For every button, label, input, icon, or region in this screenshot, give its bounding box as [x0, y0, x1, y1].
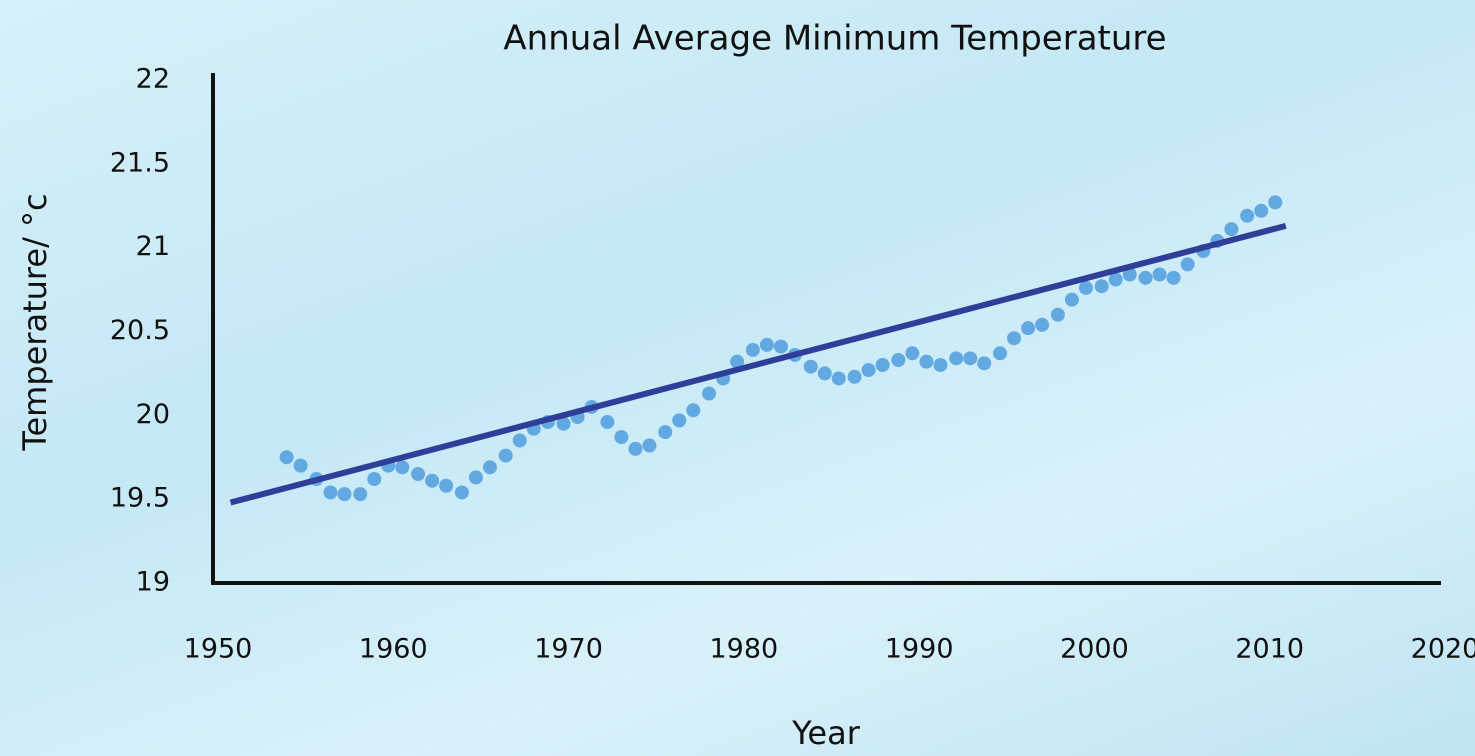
y-tick-label: 19 — [136, 567, 170, 598]
data-point — [702, 387, 716, 401]
data-point — [746, 343, 760, 357]
x-tick-label: 1990 — [885, 634, 954, 665]
data-point — [1095, 279, 1109, 293]
data-point — [323, 485, 337, 499]
data-point — [804, 360, 818, 374]
chart-title: Annual Average Minimum Temperature — [503, 19, 1166, 59]
x-tick-label: 1970 — [534, 634, 603, 665]
data-point — [1051, 308, 1065, 322]
data-point — [642, 439, 656, 453]
data-point — [862, 363, 876, 377]
data-point — [513, 433, 527, 447]
y-axis-label: Temperature/ °c — [16, 193, 54, 451]
data-point — [499, 449, 513, 463]
data-point — [614, 430, 628, 444]
data-point — [891, 353, 905, 367]
data-point — [1167, 271, 1181, 285]
data-point — [483, 460, 497, 474]
data-point — [1181, 257, 1195, 271]
data-point — [1139, 271, 1153, 285]
data-point — [455, 485, 469, 499]
y-tick-label: 22 — [136, 64, 170, 95]
data-point — [876, 358, 890, 372]
data-point — [469, 470, 483, 484]
data-point — [963, 351, 977, 365]
data-point — [411, 467, 425, 481]
data-point — [1224, 222, 1238, 236]
data-point — [280, 450, 294, 464]
data-point — [818, 366, 832, 380]
trend-line — [231, 226, 1286, 503]
x-tick-label: 1950 — [184, 634, 253, 665]
data-point — [1240, 209, 1254, 223]
data-point — [1007, 331, 1021, 345]
data-point — [1268, 195, 1282, 209]
data-point — [949, 351, 963, 365]
y-tick-label: 20 — [136, 399, 170, 430]
data-point — [1021, 321, 1035, 335]
data-point — [848, 370, 862, 384]
x-axis-label: Year — [791, 714, 861, 752]
data-point — [337, 487, 351, 501]
data-point — [993, 346, 1007, 360]
data-point — [1254, 204, 1268, 218]
data-point — [628, 442, 642, 456]
data-point — [367, 472, 381, 486]
data-point — [658, 425, 672, 439]
data-point — [425, 474, 439, 488]
data-point — [760, 338, 774, 352]
y-tick-label: 20.5 — [110, 315, 170, 346]
data-point — [905, 346, 919, 360]
data-point — [1153, 267, 1167, 281]
x-tick-label: 2010 — [1235, 634, 1304, 665]
data-point — [600, 415, 614, 429]
data-point — [919, 355, 933, 369]
x-tick-label: 1980 — [709, 634, 778, 665]
x-tick-label: 2020 — [1411, 634, 1475, 665]
y-tick-label: 19.5 — [110, 483, 170, 514]
y-tick-label: 21 — [136, 231, 170, 262]
data-point — [977, 356, 991, 370]
x-tick-label: 2000 — [1060, 634, 1129, 665]
data-point — [672, 413, 686, 427]
data-point — [774, 340, 788, 354]
data-point — [686, 403, 700, 417]
chart: Annual Average Minimum Temperature Year … — [0, 0, 1475, 756]
data-point — [933, 358, 947, 372]
data-point — [1065, 293, 1079, 307]
data-point — [353, 487, 367, 501]
data-point — [1079, 281, 1093, 295]
x-tick-label: 1960 — [359, 634, 428, 665]
data-point — [439, 479, 453, 493]
data-point — [1035, 318, 1049, 332]
data-point — [395, 460, 409, 474]
y-tick-label: 21.5 — [110, 147, 170, 178]
data-point — [294, 459, 308, 473]
data-point — [832, 371, 846, 385]
